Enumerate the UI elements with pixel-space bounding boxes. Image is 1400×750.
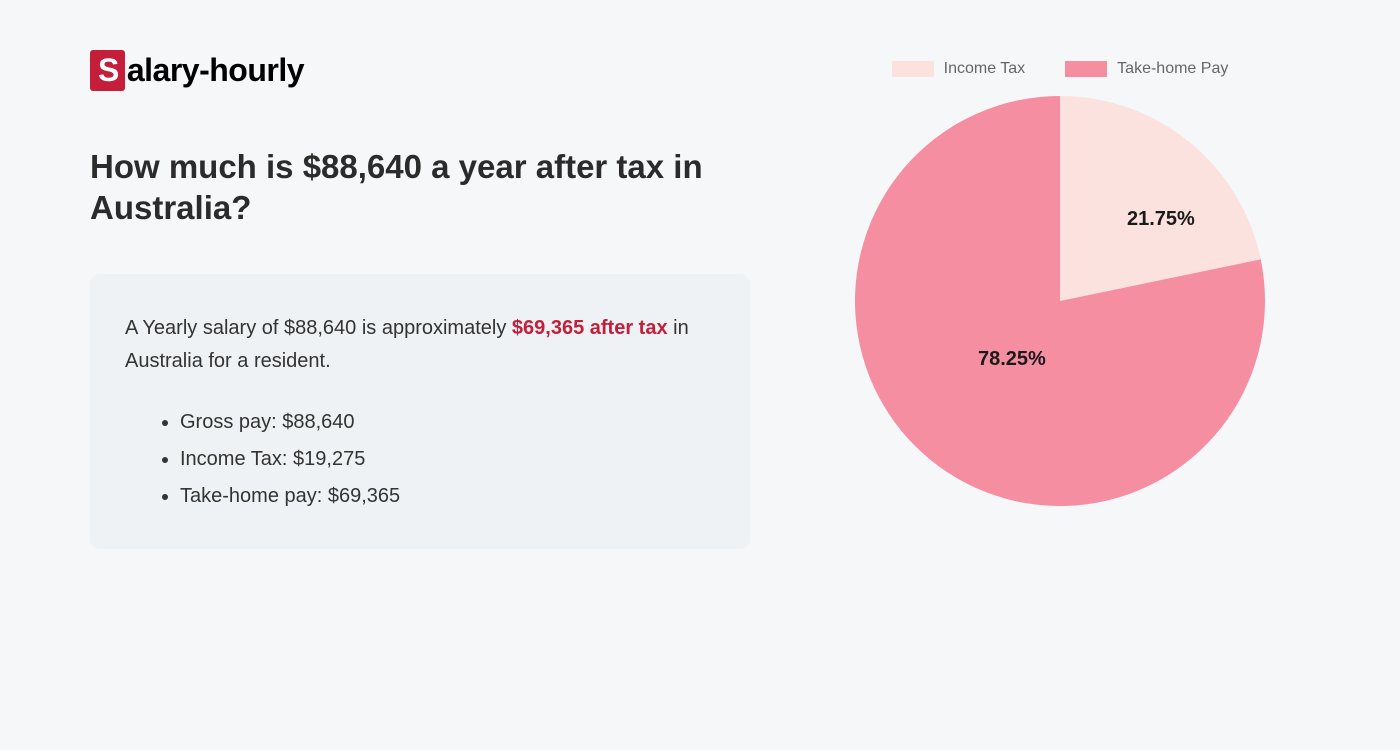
- pie-legend: Income Tax Take-home Pay: [892, 60, 1229, 78]
- left-column: Salary-hourly How much is $88,640 a year…: [90, 50, 750, 549]
- legend-label-income-tax: Income Tax: [944, 60, 1026, 78]
- legend-swatch-take-home: [1065, 61, 1107, 77]
- bullet-take-home: Take-home pay: $69,365: [180, 478, 715, 515]
- logo-text: alary-hourly: [127, 52, 304, 89]
- legend-label-take-home: Take-home Pay: [1117, 60, 1228, 78]
- page-heading: How much is $88,640 a year after tax in …: [90, 146, 710, 229]
- logo-badge: S: [90, 50, 125, 91]
- bullet-income-tax: Income Tax: $19,275: [180, 441, 715, 478]
- bullet-gross-pay: Gross pay: $88,640: [180, 404, 715, 441]
- legend-swatch-income-tax: [892, 61, 934, 77]
- pie-chart: 21.75% 78.25%: [855, 96, 1265, 506]
- pie-label-take-home: 78.25%: [978, 348, 1046, 371]
- summary-bullets: Gross pay: $88,640 Income Tax: $19,275 T…: [125, 404, 715, 515]
- legend-item-take-home: Take-home Pay: [1065, 60, 1228, 78]
- site-logo: Salary-hourly: [90, 50, 750, 91]
- summary-paragraph: A Yearly salary of $88,640 is approximat…: [125, 312, 715, 378]
- right-column: Income Tax Take-home Pay 21.75% 78.25%: [810, 50, 1310, 506]
- pie-svg: [855, 96, 1265, 506]
- pie-label-income-tax: 21.75%: [1127, 208, 1195, 231]
- summary-prefix: A Yearly salary of $88,640 is approximat…: [125, 317, 512, 339]
- summary-box: A Yearly salary of $88,640 is approximat…: [90, 274, 750, 549]
- after-tax-amount: $69,365 after tax: [512, 317, 668, 339]
- main-container: Salary-hourly How much is $88,640 a year…: [90, 50, 1310, 549]
- legend-item-income-tax: Income Tax: [892, 60, 1026, 78]
